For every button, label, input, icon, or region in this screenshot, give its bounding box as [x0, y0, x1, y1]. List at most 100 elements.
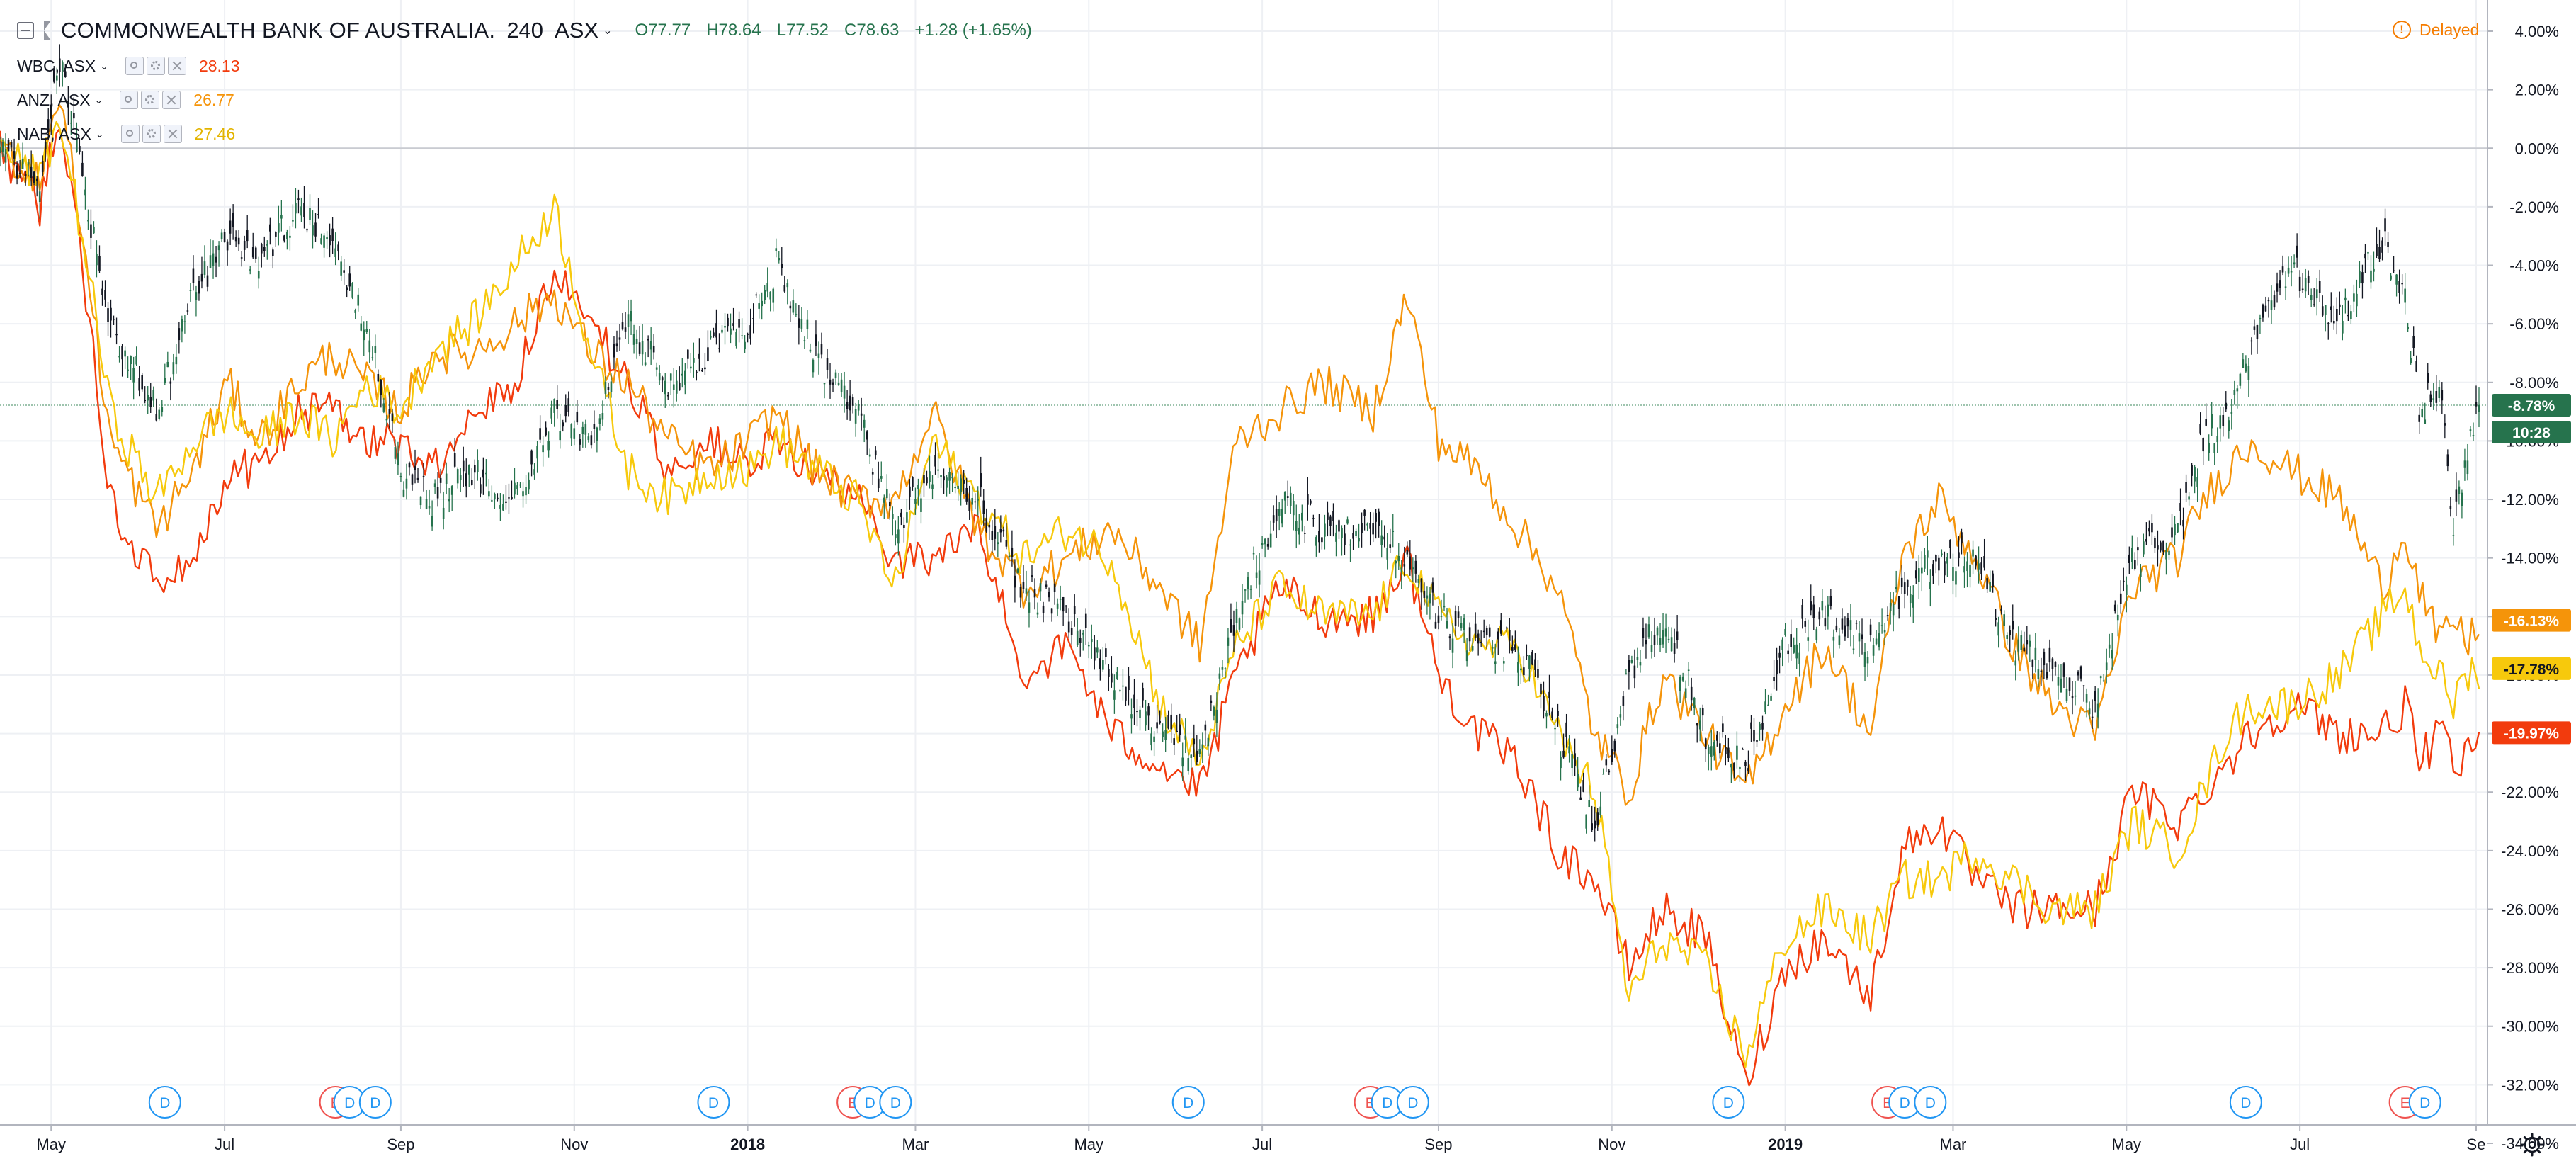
gear-icon[interactable] — [141, 91, 160, 109]
candle-body — [1815, 629, 1818, 640]
candle-body — [1727, 747, 1730, 759]
price-tick-label: 4.00% — [2515, 23, 2559, 40]
candle-body — [2435, 390, 2438, 403]
candle-body — [30, 166, 33, 179]
candle-body — [2364, 253, 2366, 259]
close-icon[interactable] — [162, 91, 181, 109]
candle-body — [840, 379, 843, 392]
compare-symbol-name[interactable]: ANZ, ASX — [17, 90, 91, 109]
exchange-label[interactable]: ASX — [555, 18, 599, 43]
candle-body — [877, 478, 880, 489]
candle-body — [2342, 320, 2344, 334]
candle-body — [18, 173, 21, 174]
candle-body — [1605, 759, 1608, 766]
flag-icon[interactable] — [44, 21, 51, 40]
gear-icon[interactable] — [142, 125, 161, 143]
candle-body — [2188, 496, 2190, 500]
candle-body — [1650, 645, 1653, 652]
candle-body — [2401, 283, 2403, 285]
candle-body — [2062, 663, 2065, 677]
dividend-marker[interactable] — [1712, 1086, 1745, 1119]
candle-body — [331, 228, 334, 241]
candle-body — [681, 373, 683, 376]
candle-body — [118, 356, 120, 358]
candle-body — [638, 342, 641, 354]
dividend-marker[interactable] — [2408, 1086, 2441, 1119]
candle-body — [1571, 754, 1573, 769]
eye-icon[interactable] — [125, 57, 144, 75]
collapse-legend-button[interactable] — [17, 22, 34, 39]
candle-body — [2242, 359, 2245, 368]
candle-body — [576, 411, 579, 423]
dividend-marker-label: D — [2240, 1095, 2251, 1111]
candle-body — [326, 237, 328, 239]
event-markers[interactable]: DEDDDEDDDEDDDEDDDED — [148, 1086, 2441, 1119]
interval-label[interactable]: 240 — [506, 18, 544, 43]
candle-body — [1008, 555, 1011, 557]
price-axis[interactable]: 4.00% 2.00% 0.00% -2.00% -4.00% -6.00% -8.00% -… — [2487, 0, 2576, 1166]
candle-body — [1184, 735, 1187, 740]
candle-body — [792, 300, 795, 313]
compare-symbol-name[interactable]: WBC, ASX — [17, 56, 96, 75]
candle-body — [664, 380, 666, 395]
candle-body — [209, 255, 212, 268]
candle-body — [2020, 635, 2023, 650]
chevron-down-icon[interactable]: ⌄ — [95, 128, 104, 140]
time-tick-label: Nov — [1598, 1136, 1625, 1153]
gear-icon[interactable] — [146, 57, 165, 75]
candle-body — [2094, 691, 2096, 701]
symbol-title[interactable]: COMMONWEALTH BANK OF AUSTRALIA. — [61, 18, 496, 43]
candle-body — [67, 101, 69, 108]
candle-body — [1264, 538, 1266, 545]
candle-body — [618, 337, 621, 340]
candle-body — [2466, 460, 2469, 475]
candle-body — [735, 332, 737, 346]
candle-body — [1596, 812, 1599, 826]
chevron-down-icon[interactable]: ⌄ — [100, 60, 108, 72]
candle-body — [2185, 482, 2187, 493]
candle-body — [900, 512, 902, 517]
chevron-down-icon[interactable]: ⌄ — [94, 94, 103, 106]
candle-body — [556, 400, 558, 409]
chevron-down-icon[interactable]: ⌄ — [603, 25, 613, 37]
candle-body — [1630, 660, 1633, 663]
dividend-marker[interactable] — [1396, 1086, 1429, 1119]
compare-symbol-name[interactable]: NAB, ASX — [17, 124, 91, 143]
dividend-marker[interactable] — [148, 1086, 181, 1119]
dividend-marker[interactable] — [358, 1086, 392, 1119]
candle-body — [652, 345, 655, 353]
candle-body — [530, 450, 533, 465]
candle-body — [1989, 582, 1991, 592]
candle-body — [883, 497, 885, 503]
candle-body — [581, 426, 584, 435]
price-tick-label: -12.00% — [2501, 491, 2559, 509]
candle-body — [2088, 708, 2091, 715]
candle-body — [2393, 270, 2395, 272]
close-icon[interactable] — [167, 57, 186, 75]
dividend-marker[interactable] — [879, 1086, 912, 1119]
settings-gear-icon[interactable] — [2519, 1132, 2545, 1157]
dividend-marker[interactable] — [697, 1086, 730, 1119]
candle-body — [596, 427, 598, 441]
candle-body — [2347, 315, 2349, 317]
dividend-marker-label: D — [1382, 1095, 1392, 1111]
candle-body — [885, 489, 888, 499]
time-axis[interactable]: May Jul Sep Nov 2018 Mar May Jul Sep Nov 2019 Mar Ma… — [0, 1124, 2576, 1166]
candle-body — [320, 238, 322, 244]
candle-body — [1312, 518, 1315, 519]
close-icon[interactable] — [163, 125, 182, 143]
dividend-marker[interactable] — [1171, 1086, 1205, 1119]
candle-body — [1375, 513, 1377, 522]
eye-icon[interactable] — [120, 91, 139, 109]
delayed-indicator[interactable]: ! Delayed — [2393, 17, 2479, 43]
candle-body — [1400, 567, 1403, 572]
candle-body — [627, 314, 630, 327]
candle-body — [84, 189, 86, 196]
dividend-marker[interactable] — [2229, 1086, 2262, 1119]
candle-body — [1906, 579, 1909, 587]
eye-icon[interactable] — [120, 125, 140, 143]
candle-body — [2108, 644, 2111, 649]
candle-body — [1927, 550, 1929, 558]
dividend-marker[interactable] — [1914, 1086, 1947, 1119]
